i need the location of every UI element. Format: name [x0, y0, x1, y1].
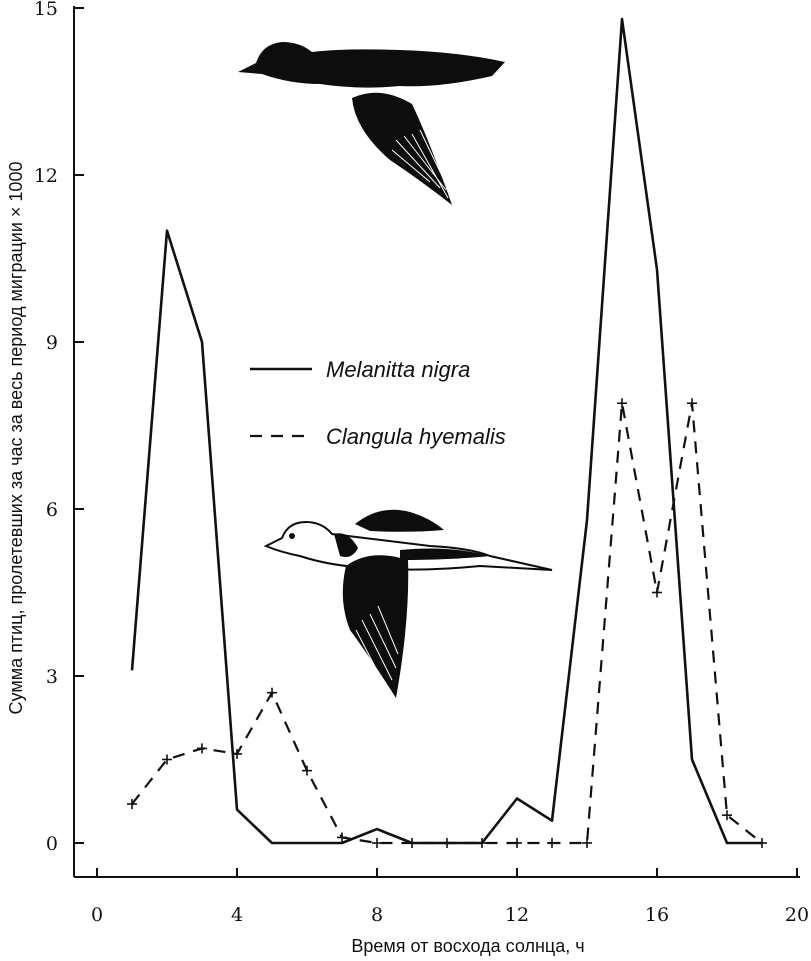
y-tick-label: 6: [46, 499, 58, 521]
scoter-body: [238, 42, 505, 88]
duck-wing-hatching: [355, 605, 399, 685]
series-line-clangula-hyemalis: [131, 403, 763, 845]
data-point-clangula: [127, 799, 137, 810]
duck-eye: [289, 533, 295, 539]
duck-upper-wing: [355, 509, 444, 532]
legend: Melanitta nigra Clangula hyemalis: [250, 357, 506, 449]
data-point-clangula: [302, 765, 312, 776]
data-point-clangula: [162, 754, 172, 765]
legend-label-clangula: Clangula hyemalis: [326, 424, 506, 449]
y-axis-ticks: 0 3 6 9 12 15: [34, 0, 84, 855]
legend-label-melanitta: Melanitta nigra: [326, 357, 470, 382]
data-point-clangula: [687, 398, 697, 409]
data-point-clangula: [722, 810, 732, 821]
y-tick-label: 0: [46, 833, 58, 855]
data-point-clangula: [442, 838, 452, 848]
data-point-clangula: [372, 838, 382, 848]
data-point-clangula: [407, 838, 417, 848]
x-axis-ticks: 0 4 8 12 16 20: [91, 868, 809, 926]
y-tick-label: 15: [34, 0, 58, 20]
x-tick-label: 4: [231, 904, 243, 926]
y-tick-label: 12: [34, 165, 58, 187]
scoter-illustration: [238, 42, 505, 205]
data-point-clangula: [512, 838, 522, 848]
x-tick-label: 16: [645, 904, 669, 926]
data-point-clangula: [232, 748, 242, 759]
y-tick-label: 9: [46, 332, 58, 354]
scoter-wing: [352, 92, 452, 205]
x-tick-label: 12: [505, 904, 529, 926]
long-tailed-duck-illustration: [263, 509, 553, 698]
duck-chest-band: [334, 533, 358, 557]
x-tick-label: 0: [91, 904, 103, 926]
y-tick-label: 3: [46, 666, 58, 688]
x-tick-label: 8: [371, 904, 383, 926]
data-point-clangula: [547, 838, 557, 848]
data-point-clangula: [757, 838, 767, 848]
scoter-wing-hatching: [391, 129, 449, 199]
series-layer: [127, 17, 767, 848]
data-point-clangula: [652, 587, 662, 598]
data-point-clangula: [267, 687, 277, 698]
duck-body: [263, 520, 553, 571]
data-point-clangula: [197, 743, 207, 754]
data-point-clangula: [337, 832, 347, 843]
y-axis-title: Сумма птиц, пролетевших за час за весь п…: [6, 162, 26, 715]
data-point-clangula: [477, 838, 487, 848]
x-axis-title: Время от восхода солнца, ч: [351, 936, 584, 956]
data-point-clangula: [617, 398, 627, 409]
x-tick-label: 20: [785, 904, 809, 926]
data-point-clangula: [582, 838, 592, 848]
duck-tail: [400, 548, 490, 560]
